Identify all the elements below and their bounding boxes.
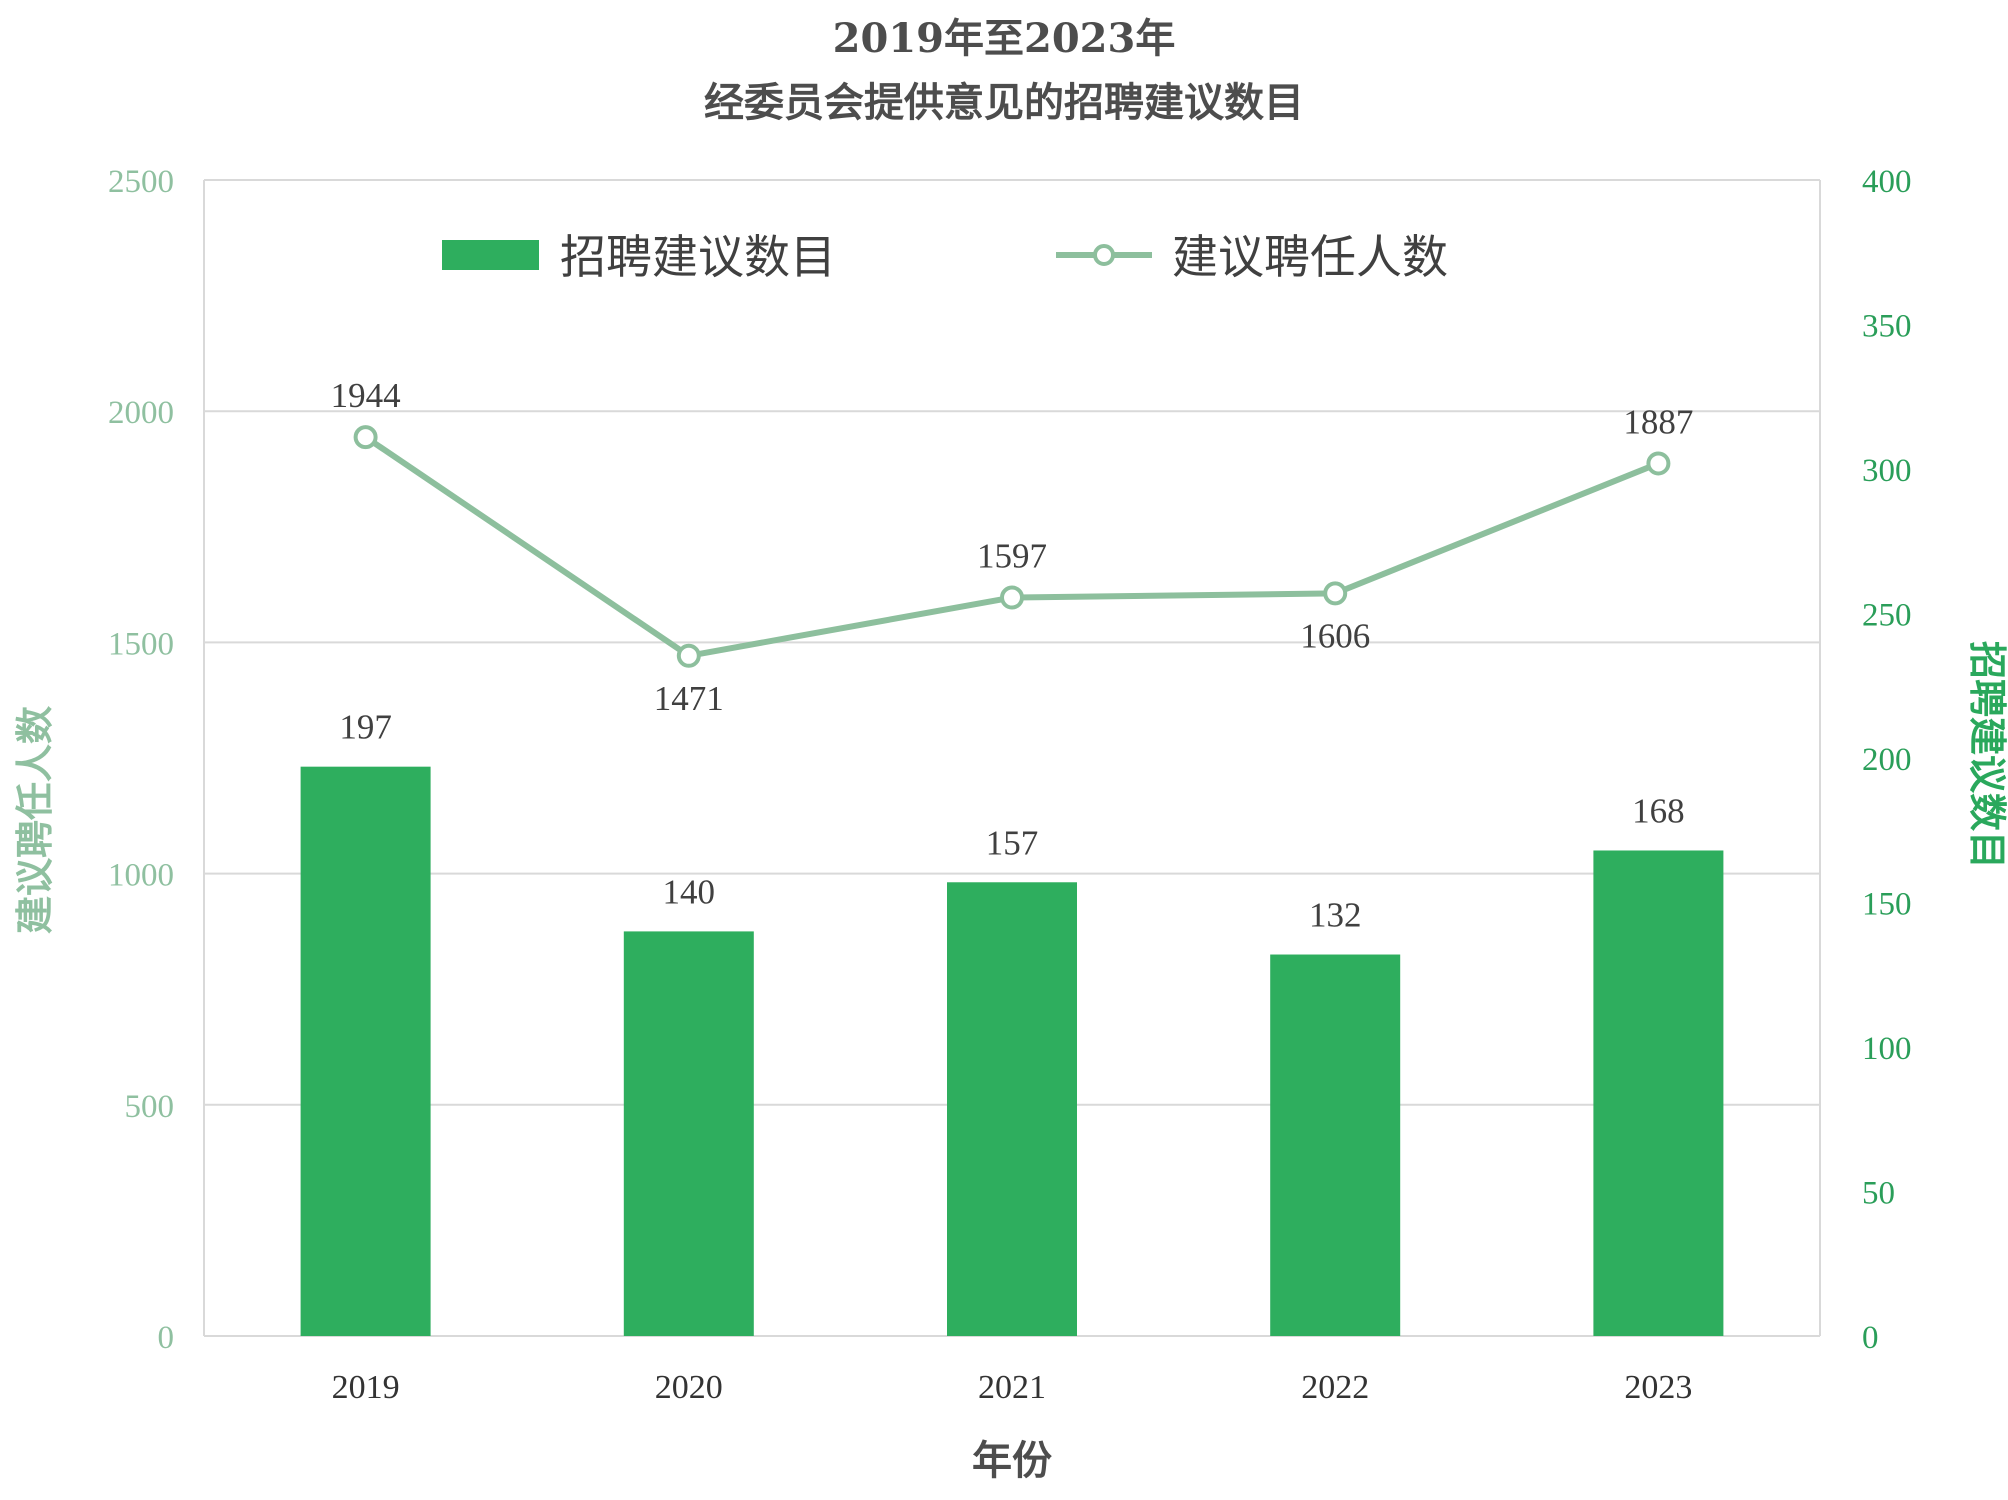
- x-tick-label: 2021: [978, 1369, 1046, 1406]
- x-tick-label: 2019: [332, 1369, 400, 1406]
- bar: [1270, 954, 1401, 1336]
- bar-value-label: 132: [1309, 896, 1362, 935]
- left-tick-label: 500: [125, 1089, 175, 1125]
- left-tick-label: 2000: [108, 395, 174, 431]
- left-tick-label: 2500: [108, 164, 174, 200]
- left-tick-label: 0: [158, 1320, 175, 1356]
- line-value-label: 1887: [1623, 402, 1693, 441]
- right-axis-title: 招聘建议数目: [1965, 641, 2008, 869]
- right-tick-label: 250: [1862, 598, 1912, 634]
- line-value-label: 1944: [331, 376, 401, 415]
- line-value-label: 1606: [1300, 616, 1370, 655]
- gridlines: [203, 179, 1821, 1337]
- x-tick-label: 2023: [1624, 1369, 1692, 1406]
- bar-value-label: 168: [1632, 791, 1685, 830]
- bar-series: [300, 766, 1724, 1336]
- data-labels: 197 140 157 132 168 1944 1471 1597 1606 1887: [331, 376, 1694, 934]
- bar-value-label: 140: [663, 872, 716, 911]
- left-axis-title: 建议聘任人数: [12, 706, 57, 934]
- legend-line-label: 建议聘任人数: [1172, 230, 1448, 284]
- legend: 招聘建议数目 建议聘任人数: [442, 230, 1448, 284]
- legend-bar-label: 招聘建议数目: [560, 230, 836, 284]
- left-tick-label: 1000: [108, 858, 174, 894]
- chart-title-line1: 2019年至2023年: [833, 15, 1176, 62]
- right-tick-label: 50: [1862, 1176, 1895, 1212]
- line-value-label: 1597: [977, 537, 1047, 576]
- x-tick-label: 2020: [655, 1369, 723, 1406]
- legend-line-marker: [1093, 244, 1115, 266]
- line-point: [1323, 581, 1348, 606]
- right-tick-label: 0: [1862, 1320, 1879, 1356]
- line-point: [676, 643, 701, 668]
- line-point: [353, 425, 378, 450]
- x-axis-title: 年份: [972, 1437, 1052, 1484]
- line-point: [1000, 585, 1024, 610]
- line-value-label: 1471: [654, 679, 724, 718]
- bar: [623, 931, 754, 1336]
- right-tick-label: 200: [1862, 742, 1912, 778]
- legend-bar-swatch: [442, 240, 539, 270]
- left-tick-label: 1500: [108, 626, 174, 662]
- axis-ticks: 0 500 1000 1500 2000 2500 0 50 100 150 200 250 300 35…: [108, 164, 1912, 1406]
- right-tick-label: 350: [1862, 309, 1912, 345]
- right-tick-label: 100: [1862, 1031, 1912, 1067]
- bar-value-label: 197: [339, 708, 392, 747]
- chart-title-line2: 经委员会提供意见的招聘建议数目: [704, 79, 1304, 126]
- right-tick-label: 400: [1862, 164, 1912, 200]
- line-point: [1646, 451, 1671, 476]
- x-tick-label: 2022: [1301, 1369, 1369, 1406]
- bar: [1593, 850, 1724, 1336]
- bar: [300, 766, 431, 1336]
- right-tick-label: 300: [1862, 453, 1912, 489]
- bar: [947, 882, 1077, 1336]
- bar-value-label: 157: [986, 823, 1039, 862]
- right-tick-label: 150: [1862, 887, 1912, 923]
- line-series: [353, 425, 1671, 668]
